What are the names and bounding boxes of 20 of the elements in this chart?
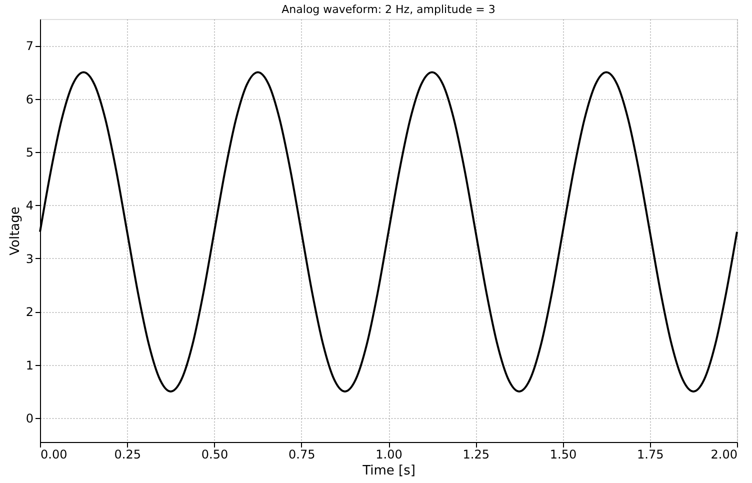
y-tick-label: 1: [26, 358, 34, 372]
x-tick-label: 1.25: [462, 448, 490, 462]
y-tick-label: 5: [26, 146, 34, 160]
x-tick-label: 1.50: [550, 448, 577, 462]
x-tick-label: 0.00: [40, 448, 68, 462]
x-tick-label: 2.00: [710, 448, 738, 462]
y-tick-label: 7: [26, 39, 34, 54]
x-tick-label: 0.25: [114, 448, 141, 462]
x-axis-title: Time [s]: [362, 464, 416, 478]
x-tick-label: 1.75: [637, 448, 664, 462]
chart-title: Analog waveform: 2 Hz, amplitude = 3: [282, 3, 496, 16]
x-tick-label: 1.00: [376, 448, 402, 462]
y-tick-label: 4: [26, 198, 34, 213]
y-tick-label: 0: [26, 412, 34, 426]
y-tick-label: 3: [26, 252, 34, 266]
y-tick-label: 6: [26, 92, 34, 106]
y-tick-label: 2: [26, 305, 34, 320]
x-tick-label: 0.50: [201, 448, 228, 462]
x-tick-label: 0.75: [288, 448, 316, 462]
y-axis-title: Voltage: [8, 206, 23, 256]
